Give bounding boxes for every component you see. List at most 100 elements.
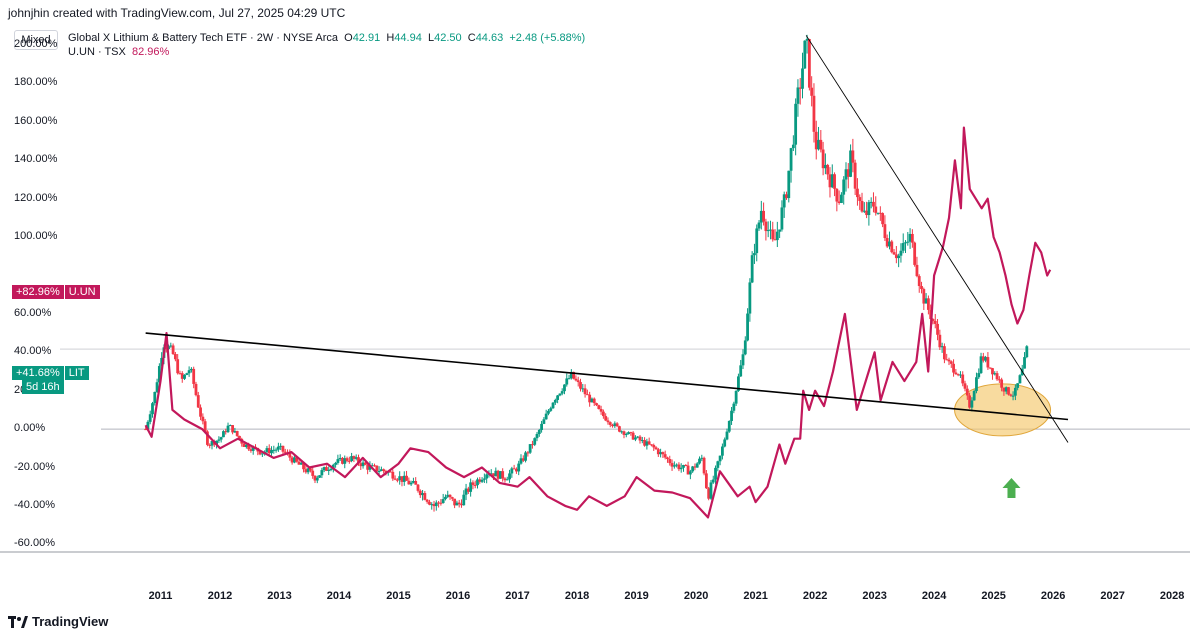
lit-candle — [981, 352, 985, 363]
trendline-support[interactable] — [145, 332, 1069, 421]
lit-candle — [789, 147, 793, 183]
compare-symbol: U.UN · TSX — [68, 46, 126, 58]
lit-candle — [938, 329, 942, 350]
lit-candle — [959, 371, 962, 378]
lit-candle — [663, 450, 667, 460]
lit-candle — [830, 164, 834, 189]
lit-candle — [352, 455, 356, 463]
x-tick-label: 2016 — [445, 590, 471, 602]
lit-candle — [821, 141, 825, 176]
lit-candle — [597, 404, 601, 410]
lit-candle — [688, 469, 692, 480]
lit-candle — [402, 471, 406, 486]
lit-candle — [913, 241, 917, 267]
lit-candle — [693, 463, 697, 471]
lit-candle — [888, 231, 891, 250]
lit-candle — [904, 240, 907, 253]
lit-candle — [1013, 384, 1017, 401]
attribution-text: johnjhin created with TradingView.com, J… — [8, 6, 346, 20]
lit-candle — [187, 366, 191, 377]
lit-candle — [473, 480, 477, 489]
lit-candle — [180, 371, 184, 383]
change-value: +2.48 (+5.88%) — [509, 32, 586, 44]
lit-candle — [334, 461, 337, 468]
lit-candle — [601, 409, 605, 419]
lit-candle — [753, 243, 756, 264]
lit-candle — [945, 353, 949, 361]
y-tick-label: 40.00% — [14, 345, 52, 358]
trendline-resistance[interactable] — [805, 35, 1069, 443]
compare-series-legend: U.UN · TSX 82.96% — [68, 46, 169, 58]
lit-candle — [769, 220, 772, 240]
lit-candle — [595, 402, 598, 407]
lit-candle — [807, 38, 811, 91]
lit-candle — [565, 373, 569, 387]
y-tick-label: -60.00% — [14, 537, 55, 550]
lit-candle — [176, 354, 180, 375]
lit-candle — [551, 401, 555, 409]
lit-candle — [512, 464, 516, 470]
lit-candle — [661, 451, 665, 458]
lit-candle — [398, 471, 402, 485]
lit-candle — [183, 374, 186, 381]
lit-candle — [849, 144, 852, 178]
lit-candle — [910, 229, 914, 248]
lit-candle — [233, 427, 237, 433]
lit-candle — [963, 380, 967, 392]
lit-candle — [462, 490, 466, 506]
lit-candle — [391, 469, 395, 481]
lit-candle — [1016, 383, 1020, 391]
low-value: 42.50 — [434, 32, 462, 44]
lit-candle — [412, 477, 415, 484]
lit-candle — [892, 249, 896, 255]
lit-candle — [810, 76, 814, 107]
lit-candle — [901, 233, 905, 254]
lit-candle — [379, 466, 383, 472]
lit-candle — [613, 421, 617, 428]
lit-candle — [1025, 345, 1029, 359]
lit-candle — [416, 483, 420, 493]
lit-candle — [425, 498, 429, 504]
y-tick-label: -40.00% — [14, 498, 55, 511]
lit-candle — [702, 456, 706, 476]
lit-candle — [343, 455, 347, 469]
lit-candle — [409, 480, 413, 486]
lit-candle — [576, 376, 580, 387]
lit-candle — [441, 493, 445, 504]
lit-candle — [407, 477, 411, 485]
y-tick-label: 140.00% — [14, 153, 58, 166]
lit-candle — [874, 196, 878, 216]
lit-candle — [196, 391, 200, 409]
lit-candle — [414, 477, 418, 485]
lit-candle — [764, 218, 768, 241]
lit-candle — [194, 381, 198, 397]
lit-candle — [606, 417, 610, 425]
lit-candle — [819, 130, 823, 153]
lit-candle — [279, 443, 283, 451]
lit-candle — [954, 368, 958, 375]
uun-line — [144, 126, 1052, 519]
lit-candle — [858, 194, 862, 210]
lit-candle — [682, 464, 685, 472]
lit-candle — [370, 463, 374, 467]
lit-candle — [498, 471, 502, 479]
lit-candle — [926, 295, 930, 315]
lit-candle — [885, 234, 889, 248]
lit-candle — [968, 392, 971, 409]
lit-candle — [290, 455, 294, 465]
lit-candle — [1018, 374, 1022, 384]
y-tick-label: 0.00% — [14, 422, 46, 435]
lit-candle — [199, 404, 202, 421]
lit-candle — [164, 344, 168, 353]
scale-mode-button[interactable]: Mixed — [14, 30, 58, 50]
lit-candle — [249, 446, 253, 453]
tradingview-logo-icon — [8, 615, 28, 628]
x-tick-label: 2013 — [267, 590, 292, 602]
lit-candle — [244, 444, 248, 449]
y-tick-label: 180.00% — [14, 76, 58, 89]
y-tick-label: 200.00% — [14, 38, 58, 51]
lit-candle — [315, 475, 319, 484]
lit-candle — [549, 406, 553, 412]
lit-candle — [823, 153, 827, 175]
